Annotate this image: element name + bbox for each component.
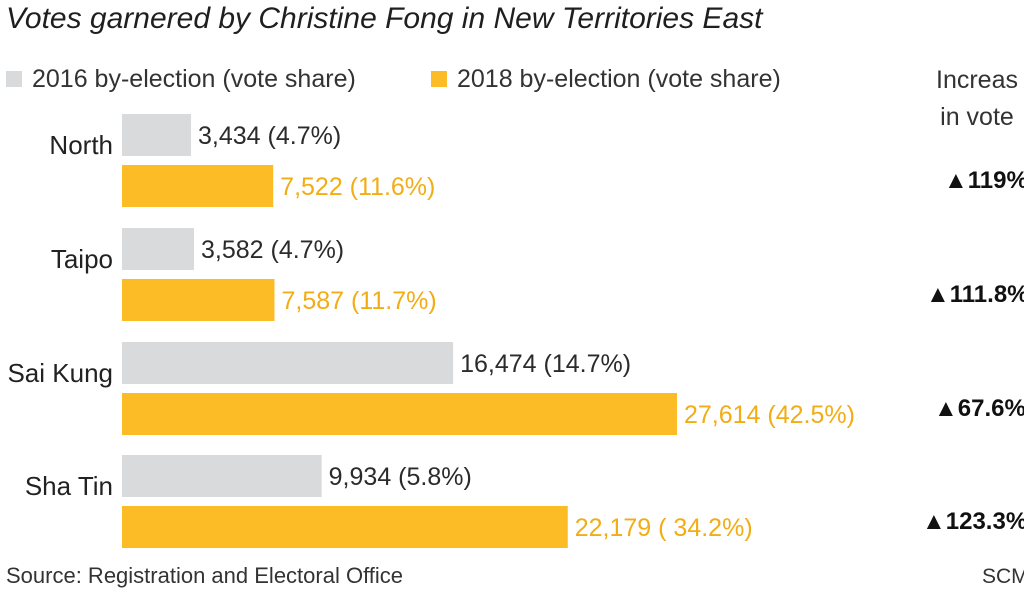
legend-swatch-2016 [6,71,22,87]
credit: SCM [982,565,1024,588]
bar-2016-north [122,114,192,156]
legend-label-2018: 2018 by-election (vote share) [457,64,781,93]
bar-label-2016-taipo: 3,582 (4.7%) [201,236,344,264]
bar-2016-sai-kung [122,342,454,384]
bar-2018-sai-kung [122,393,677,435]
region-label-taipo: Taipo [50,244,113,274]
bar-label-2018-sha-tin: 22,179 ( 34.2%) [575,514,753,542]
bar-2016-taipo [122,228,194,270]
bar-label-2018-sai-kung: 27,614 (42.5%) [684,401,855,429]
increase-value-north: ▲119% [944,167,1024,194]
chart-title: Votes garnered by Christine Fong in New … [6,2,763,35]
legend-swatch-2018 [431,71,447,87]
legend-item-2016: 2016 by-election (vote share) [6,62,356,96]
bar-label-2018-north: 7,522 (11.6%) [280,173,435,201]
increase-value-sai-kung: ▲67.6% [934,395,1024,422]
increase-value-taipo: ▲111.8% [926,281,1024,308]
bar-label-2018-taipo: 7,587 (11.7%) [281,287,436,315]
region-label-sai-kung: Sai Kung [7,358,113,388]
increase-header-line-1: Increas [936,66,1018,94]
region-label-sha-tin: Sha Tin [24,471,113,501]
increase-value-sha-tin: ▲123.3% [922,508,1024,535]
bar-2018-taipo [122,279,275,321]
bar-2018-sha-tin [122,506,568,548]
region-label-north: North [49,130,113,160]
source-note: Source: Registration and Electoral Offic… [6,563,404,588]
bar-label-2016-sai-kung: 16,474 (14.7%) [460,350,631,378]
increase-header-line-2: in vote [940,103,1014,131]
legend-label-2016: 2016 by-election (vote share) [32,64,356,93]
legend-item-2018: 2018 by-election (vote share) [431,62,781,96]
bar-2018-north [122,165,274,207]
bar-2016-sha-tin [122,455,322,497]
bar-label-2016-sha-tin: 9,934 (5.8%) [329,463,472,491]
increase-header: Increas in vote [936,62,1018,136]
bar-label-2016-north: 3,434 (4.7%) [198,122,341,150]
